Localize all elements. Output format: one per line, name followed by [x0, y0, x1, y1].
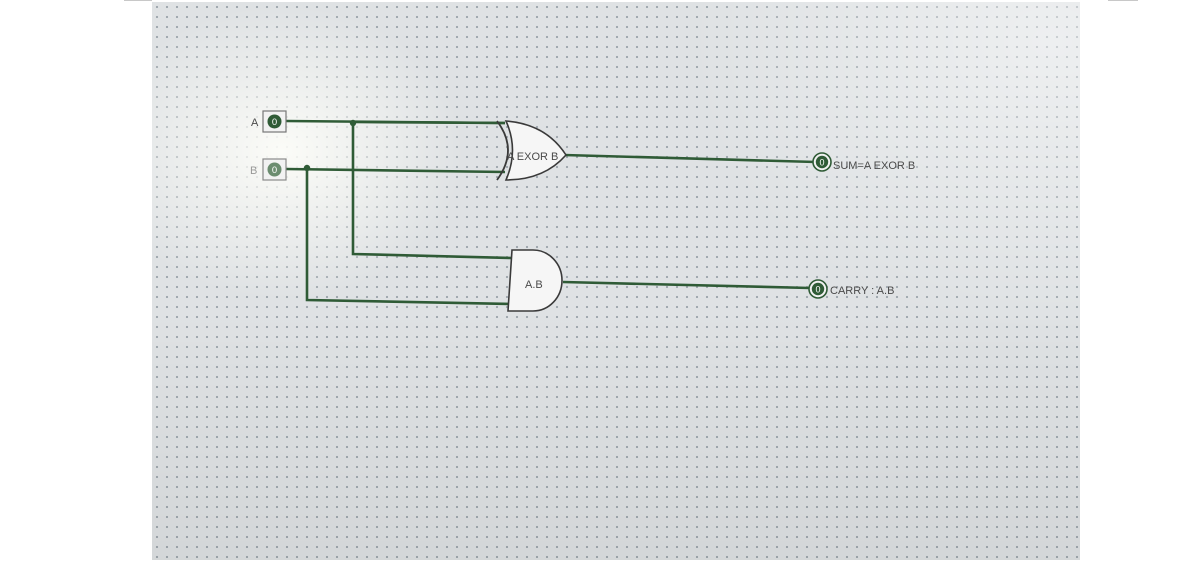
wire-b-branch-to-and: [305, 168, 513, 306]
output-carry-led: [811, 282, 825, 296]
circuit-diagram: A 0 B 0 A EXOR B A.B 0 SUM=A EX: [250, 110, 915, 312]
junction-a: [349, 119, 357, 127]
output-sum[interactable]: 0 SUM=A EXOR B: [812, 152, 915, 172]
output-sum-label: SUM=A EXOR B: [833, 160, 915, 172]
input-a-value: 0: [272, 117, 277, 128]
input-b[interactable]: B 0: [250, 158, 287, 181]
junction-b: [303, 164, 311, 172]
output-sum-value: 0: [819, 158, 824, 168]
xor-gate-body: [504, 120, 568, 181]
output-sum-led: [815, 155, 829, 169]
xor-gate[interactable]: A EXOR B: [496, 120, 568, 181]
output-carry[interactable]: 0 CARRY : A.B: [808, 279, 894, 299]
and-gate-body: [507, 249, 563, 312]
xor-gate-back-curve: [496, 120, 509, 181]
output-carry-label: CARRY : A.B: [830, 285, 894, 297]
wire-b-to-xor: [285, 167, 506, 174]
top-edge-right: [1108, 0, 1138, 1]
input-a[interactable]: A 0: [251, 110, 287, 133]
input-b-led: [267, 162, 282, 177]
xor-gate-label: A EXOR B: [507, 151, 558, 163]
input-b-value: 0: [272, 165, 277, 176]
wire-xor-to-sum: [563, 153, 817, 164]
input-b-label: B: [250, 165, 257, 177]
circuit-canvas[interactable]: A 0 B 0 A EXOR B A.B 0 SUM=A EX: [152, 2, 1080, 560]
input-a-led: [267, 114, 282, 129]
wire-a-tap-to-xor: [353, 120, 506, 125]
wires: [285, 119, 817, 306]
and-gate[interactable]: A.B: [507, 249, 563, 312]
wire-and-to-carry: [562, 280, 811, 290]
and-gate-label: A.B: [525, 279, 543, 291]
wire-a-branch-to-and: [351, 123, 513, 260]
top-edge-left: [124, 0, 152, 1]
input-a-label: A: [251, 117, 259, 129]
output-carry-value: 0: [815, 285, 820, 295]
